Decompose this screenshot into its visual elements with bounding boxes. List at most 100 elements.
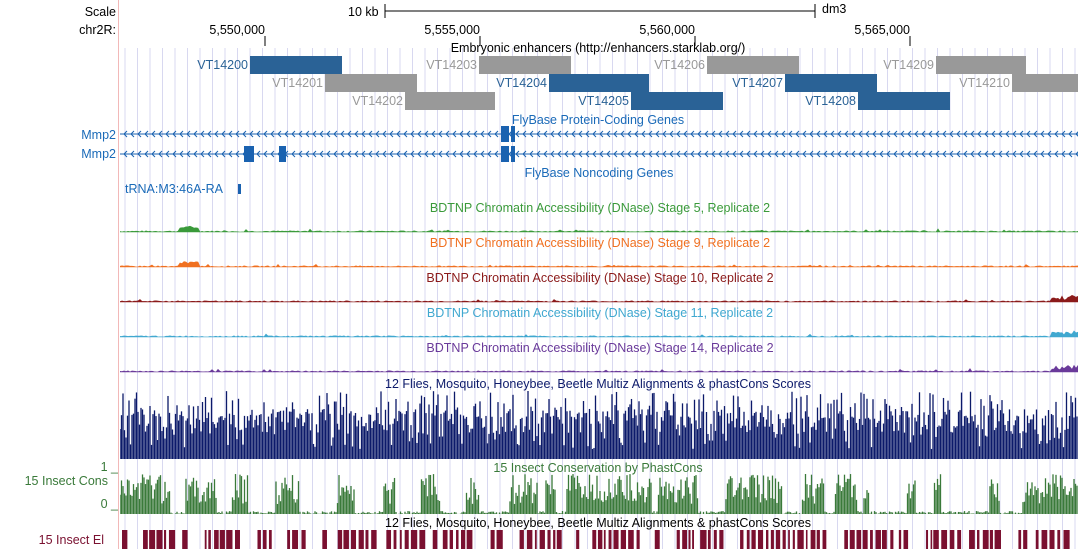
multiz-conservation-wiggle[interactable] [120,391,1078,459]
conserved-element[interactable] [182,530,188,549]
conserved-element[interactable] [442,530,448,549]
conserved-element[interactable] [449,530,453,549]
conserved-element[interactable] [903,530,909,549]
conserved-element[interactable] [399,530,402,549]
conserved-element[interactable] [682,530,688,549]
conserved-element[interactable] [949,530,955,549]
conserved-element[interactable] [770,530,774,549]
conserved-element[interactable] [707,530,711,549]
enhancer-label[interactable]: VT14210 [959,76,1010,90]
conserved-element[interactable] [214,530,219,549]
conserved-element[interactable] [788,530,790,549]
enhancer-feature[interactable] [325,74,417,92]
conserved-element[interactable] [547,530,551,549]
conserved-element[interactable] [350,530,357,549]
conserved-element[interactable] [719,530,724,549]
conserved-element[interactable] [262,530,267,549]
conserved-element[interactable] [149,530,156,549]
gene-exon[interactable] [501,126,509,142]
conserved-element[interactable] [496,530,503,549]
enhancer-feature[interactable] [936,56,1026,74]
conserved-element[interactable] [556,530,562,549]
conserved-element[interactable] [322,530,327,549]
conserved-element[interactable] [620,530,627,549]
conserved-element[interactable] [1049,530,1055,549]
conserved-element[interactable] [1018,530,1022,549]
conserved-element[interactable] [740,530,744,549]
conserved-element[interactable] [654,530,660,549]
conserved-element[interactable] [700,530,707,549]
enhancer-feature[interactable] [549,74,649,92]
conserved-element[interactable] [982,530,989,549]
enhancer-feature[interactable] [785,74,877,92]
conserved-element[interactable] [930,530,933,549]
conserved-element[interactable] [343,530,349,549]
conserved-element[interactable] [1023,530,1028,549]
conserved-element[interactable] [337,530,343,549]
conserved-element[interactable] [365,530,369,549]
conserved-element[interactable] [301,530,306,549]
conserved-element[interactable] [603,530,606,549]
conserved-element[interactable] [613,530,619,549]
conserved-element[interactable] [816,530,820,549]
conserved-element[interactable] [410,530,418,549]
conserved-element[interactable] [856,530,862,549]
conserved-element[interactable] [268,530,272,549]
enhancer-feature[interactable] [479,56,571,74]
enhancer-label[interactable]: VT14206 [654,58,705,72]
enhancer-label[interactable]: VT14201 [272,76,323,90]
conserved-element[interactable] [432,530,438,549]
conserved-element[interactable] [636,530,640,549]
conserved-element[interactable] [1063,530,1070,549]
conserved-element[interactable] [608,530,612,549]
conserved-element[interactable] [419,530,426,549]
conserved-element[interactable] [757,530,764,549]
conserved-element[interactable] [226,530,233,549]
trna-feature[interactable] [238,184,241,194]
conserved-element[interactable] [676,530,680,549]
gene-models[interactable] [120,124,1078,164]
conserved-element[interactable] [466,530,473,549]
conserved-element[interactable] [977,530,980,549]
conserved-element[interactable] [844,530,848,549]
dnase-signal-tracks[interactable] [120,215,1078,375]
gene-exon[interactable] [501,146,509,162]
conserved-element[interactable] [989,530,993,549]
conserved-element[interactable] [870,530,873,549]
conserved-element[interactable] [1057,530,1061,549]
enhancer-label[interactable]: VT14208 [805,94,856,108]
trna-label[interactable]: tRNA:M3:46A-RA [125,182,223,196]
conserved-element[interactable] [122,530,128,549]
conserved-element[interactable] [386,530,392,549]
conserved-element[interactable] [688,530,691,549]
conserved-element[interactable] [204,530,207,549]
gene-label-mmp2-b[interactable]: Mmp2 [81,147,116,161]
enhancer-label[interactable]: VT14203 [426,58,477,72]
conserved-element[interactable] [553,530,556,549]
enhancer-label[interactable]: VT14204 [496,76,547,90]
conserved-element[interactable] [393,530,397,549]
conserved-element[interactable] [287,530,291,549]
conserved-element[interactable] [898,530,902,549]
enhancer-feature[interactable] [405,92,495,110]
conserved-element[interactable] [208,530,211,549]
conserved-element[interactable] [957,530,962,549]
conserved-element[interactable] [168,530,176,549]
conserved-element[interactable] [164,530,167,549]
cons-track-label[interactable]: 15 Insect Cons [24,474,108,488]
enhancer-label[interactable]: VT14207 [732,76,783,90]
gene-exon[interactable] [511,146,515,162]
conserved-element[interactable] [456,530,459,549]
conserved-element[interactable] [805,530,808,549]
conserved-element[interactable] [882,530,887,549]
conserved-element[interactable] [797,530,804,549]
conserved-element[interactable] [143,530,148,549]
phastcons-wiggle[interactable] [120,474,1078,514]
conserved-element[interactable] [358,530,364,549]
enhancer-label[interactable]: VT14205 [578,94,629,108]
conserved-element[interactable] [926,530,929,549]
conserved-element[interactable] [822,530,827,549]
conserved-element[interactable] [792,530,795,549]
conserved-element[interactable] [941,530,948,549]
gene-exon[interactable] [279,146,286,162]
